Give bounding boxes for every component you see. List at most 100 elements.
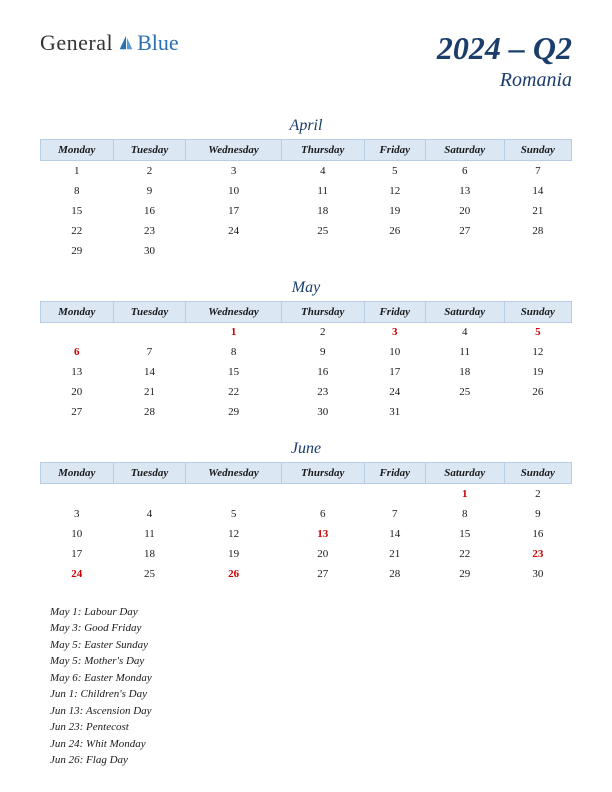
- holiday-item: May 5: Mother's Day: [40, 653, 572, 670]
- day-cell: 21: [364, 544, 425, 564]
- day-cell: 4: [281, 161, 364, 181]
- day-header: Thursday: [281, 463, 364, 484]
- day-cell: 7: [364, 504, 425, 524]
- day-header: Friday: [364, 463, 425, 484]
- day-cell: 26: [364, 221, 425, 241]
- month-title: April: [40, 117, 572, 135]
- day-cell: 23: [281, 382, 364, 402]
- day-cell: 14: [364, 524, 425, 544]
- table-row: 22232425262728: [41, 221, 572, 241]
- day-cell: 6: [41, 342, 114, 362]
- day-cell: 26: [504, 382, 571, 402]
- day-cell: 27: [425, 221, 504, 241]
- holiday-item: Jun 1: Children's Day: [40, 686, 572, 703]
- day-header: Wednesday: [186, 140, 281, 161]
- day-cell: 10: [186, 181, 281, 201]
- day-cell: 14: [504, 181, 571, 201]
- day-cell: 19: [364, 201, 425, 221]
- day-cell: [504, 241, 571, 261]
- day-cell: 8: [425, 504, 504, 524]
- day-cell: 8: [186, 342, 281, 362]
- year-quarter: 2024 – Q2: [437, 30, 572, 67]
- day-cell: [113, 484, 186, 504]
- day-header: Tuesday: [113, 301, 186, 322]
- day-cell: 25: [281, 221, 364, 241]
- day-cell: 23: [504, 544, 571, 564]
- calendar-container: AprilMondayTuesdayWednesdayThursdayFrida…: [40, 117, 572, 584]
- day-cell: [425, 241, 504, 261]
- day-cell: 15: [425, 524, 504, 544]
- country-name: Romania: [437, 69, 572, 92]
- day-cell: 30: [113, 241, 186, 261]
- day-cell: 17: [41, 544, 114, 564]
- day-cell: 9: [281, 342, 364, 362]
- day-cell: 29: [425, 564, 504, 584]
- day-cell: 12: [186, 524, 281, 544]
- table-row: 12: [41, 484, 572, 504]
- day-cell: 8: [41, 181, 114, 201]
- day-cell: 2: [113, 161, 186, 181]
- holiday-item: May 1: Labour Day: [40, 604, 572, 621]
- day-cell: 26: [186, 564, 281, 584]
- day-cell: 30: [281, 402, 364, 422]
- day-cell: [186, 484, 281, 504]
- day-cell: 10: [41, 524, 114, 544]
- day-cell: 12: [364, 181, 425, 201]
- day-header: Sunday: [504, 140, 571, 161]
- day-cell: 24: [41, 564, 114, 584]
- day-cell: 22: [41, 221, 114, 241]
- day-cell: 4: [113, 504, 186, 524]
- day-cell: 4: [425, 322, 504, 342]
- day-cell: [281, 484, 364, 504]
- title-block: 2024 – Q2 Romania: [437, 30, 572, 92]
- table-row: 891011121314: [41, 181, 572, 201]
- day-cell: 20: [41, 382, 114, 402]
- holiday-item: May 5: Easter Sunday: [40, 637, 572, 654]
- holiday-list: May 1: Labour DayMay 3: Good FridayMay 5…: [40, 604, 572, 769]
- day-cell: 3: [364, 322, 425, 342]
- day-cell: 1: [41, 161, 114, 181]
- day-header: Monday: [41, 301, 114, 322]
- month-title: May: [40, 279, 572, 297]
- day-cell: 14: [113, 362, 186, 382]
- holiday-item: May 3: Good Friday: [40, 620, 572, 637]
- holiday-item: Jun 24: Whit Monday: [40, 736, 572, 753]
- holiday-item: Jun 26: Flag Day: [40, 752, 572, 769]
- logo: General Blue: [40, 30, 179, 56]
- holiday-item: Jun 13: Ascension Day: [40, 703, 572, 720]
- day-cell: 7: [504, 161, 571, 181]
- day-cell: 10: [364, 342, 425, 362]
- day-cell: 15: [186, 362, 281, 382]
- day-cell: 3: [186, 161, 281, 181]
- calendar-table: MondayTuesdayWednesdayThursdayFridaySatu…: [40, 462, 572, 584]
- day-cell: 6: [281, 504, 364, 524]
- day-cell: 24: [186, 221, 281, 241]
- day-cell: 5: [364, 161, 425, 181]
- day-cell: 18: [113, 544, 186, 564]
- day-cell: [364, 484, 425, 504]
- logo-text-blue: Blue: [137, 30, 179, 56]
- day-cell: 12: [504, 342, 571, 362]
- day-cell: 28: [113, 402, 186, 422]
- day-cell: 15: [41, 201, 114, 221]
- day-cell: 27: [281, 564, 364, 584]
- day-cell: [186, 241, 281, 261]
- day-cell: 29: [41, 241, 114, 261]
- day-cell: [281, 241, 364, 261]
- day-cell: 11: [425, 342, 504, 362]
- day-cell: 28: [504, 221, 571, 241]
- day-cell: 11: [113, 524, 186, 544]
- table-row: 20212223242526: [41, 382, 572, 402]
- day-header: Friday: [364, 140, 425, 161]
- day-cell: [504, 402, 571, 422]
- table-row: 13141516171819: [41, 362, 572, 382]
- day-cell: 24: [364, 382, 425, 402]
- month-block: AprilMondayTuesdayWednesdayThursdayFrida…: [40, 117, 572, 261]
- month-block: MayMondayTuesdayWednesdayThursdayFridayS…: [40, 279, 572, 423]
- day-cell: 17: [364, 362, 425, 382]
- day-header: Monday: [41, 463, 114, 484]
- logo-text-general: General: [40, 30, 113, 56]
- day-cell: 28: [364, 564, 425, 584]
- day-cell: [113, 322, 186, 342]
- day-cell: 16: [281, 362, 364, 382]
